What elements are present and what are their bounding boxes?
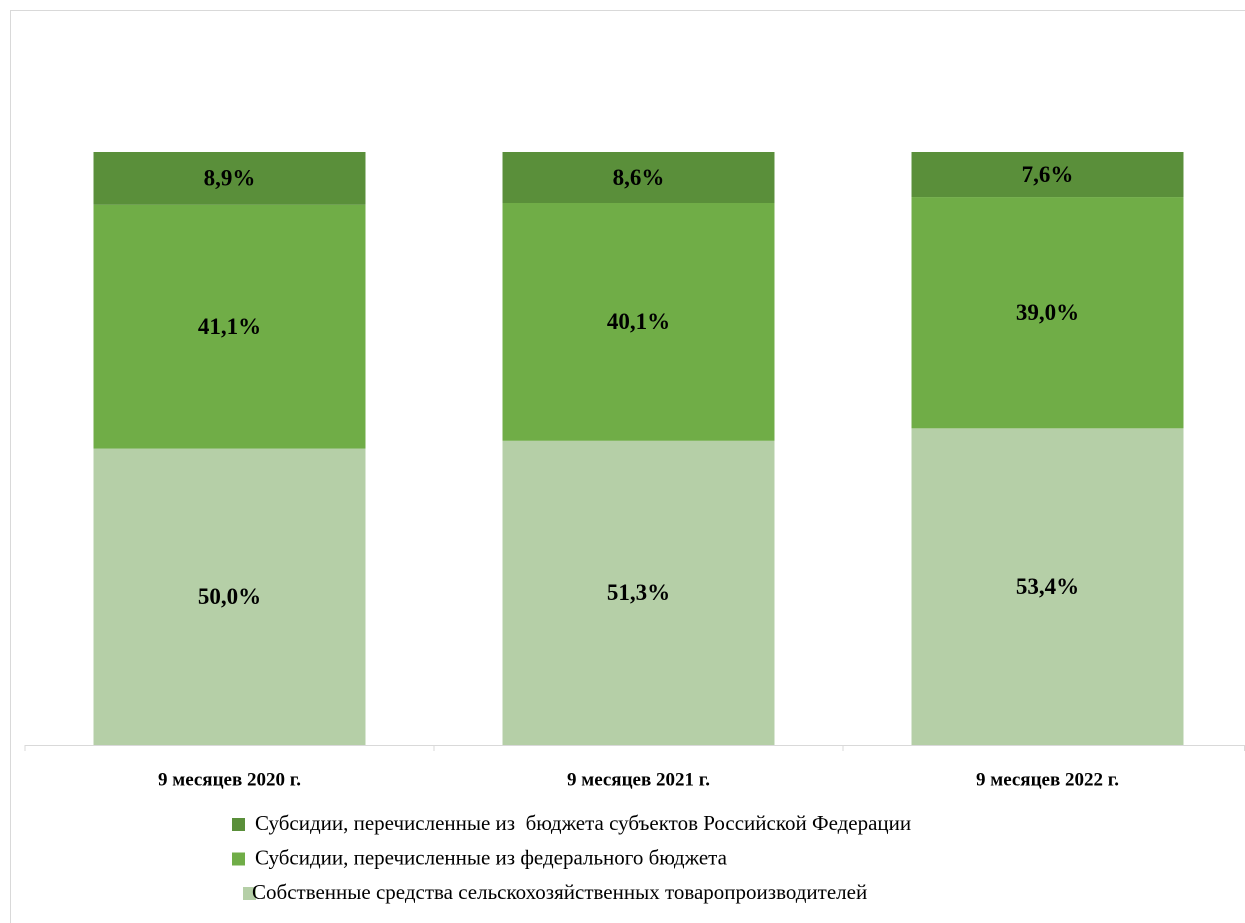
bar-segment <box>93 448 366 745</box>
data-label: 41,1% <box>198 314 261 339</box>
bar-segment <box>911 152 1184 198</box>
data-label: 8,9% <box>204 166 256 191</box>
x-tick-label: 9 месяцев 2021 г. <box>567 769 710 790</box>
data-label: 50,0% <box>198 584 261 609</box>
bar-segment <box>502 202 775 441</box>
legend-swatch <box>232 818 245 831</box>
data-label: 40,1% <box>607 309 670 334</box>
bar-segment <box>911 197 1184 429</box>
data-label: 7,6% <box>1022 162 1074 187</box>
bar-segment <box>93 204 366 449</box>
data-label: 51,3% <box>607 580 670 605</box>
data-label: 8,6% <box>613 165 665 190</box>
bar-segment <box>93 152 366 205</box>
chart-border <box>10 10 1245 923</box>
legend-label: Собственные средства сельскохозяйственны… <box>252 880 867 904</box>
bar-segment <box>502 440 775 745</box>
x-tick-label: 9 месяцев 2020 г. <box>158 769 301 790</box>
data-label: 53,4% <box>1016 574 1079 599</box>
legend-swatch <box>243 887 256 900</box>
legend-label: Субсидии, перечисленные из бюджета субъе… <box>255 811 911 835</box>
bar-segment <box>911 428 1184 745</box>
legend-label: Субсидии, перечисленные из федерального … <box>255 845 728 869</box>
x-tick-label: 9 месяцев 2022 г. <box>976 769 1119 790</box>
legend-swatch <box>232 852 245 866</box>
bar-segment <box>502 152 775 203</box>
data-label: 39,0% <box>1016 300 1079 325</box>
